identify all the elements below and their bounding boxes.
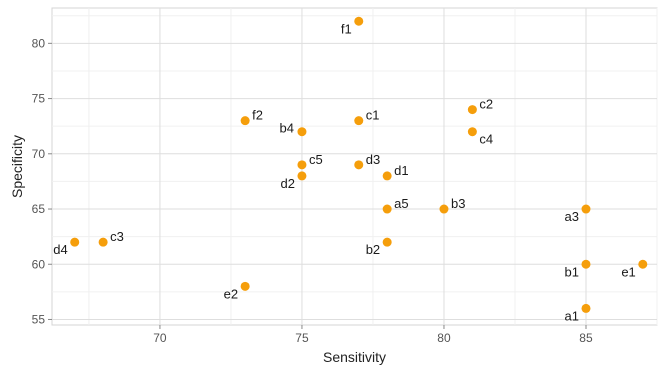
minor-grid bbox=[52, 8, 658, 325]
x-tick-label: 80 bbox=[437, 331, 451, 345]
major-grid bbox=[52, 8, 657, 325]
point-label-c2: c2 bbox=[479, 97, 493, 112]
data-point-f2 bbox=[240, 116, 250, 126]
point-label-b1: b1 bbox=[565, 264, 579, 279]
data-point-b2 bbox=[382, 237, 392, 247]
data-point-d3 bbox=[354, 160, 364, 170]
data-point-d1 bbox=[382, 171, 392, 181]
data-point-c5 bbox=[297, 160, 307, 170]
data-point-f1 bbox=[354, 16, 364, 26]
point-label-d2: d2 bbox=[280, 176, 294, 191]
y-tick-label: 55 bbox=[32, 312, 46, 326]
y-tick-label: 60 bbox=[32, 257, 46, 271]
point-label-c5: c5 bbox=[309, 152, 323, 167]
x-axis-title: Sensitivity bbox=[323, 349, 386, 365]
point-label-c3: c3 bbox=[110, 229, 124, 244]
point-labels: f1 c2 f2 c1 b4 c4 c5 d3 d2 d1 a5 b3 a3 c3 d4 b2 b1 e1 e2 a1 bbox=[53, 21, 636, 323]
x-tick-label: 70 bbox=[153, 331, 167, 345]
point-label-e2: e2 bbox=[224, 286, 238, 301]
point-label-b2: b2 bbox=[366, 242, 380, 257]
y-tick-label: 80 bbox=[32, 36, 46, 50]
x-axis-ticks: 70 75 80 85 bbox=[153, 325, 593, 345]
point-label-b4: b4 bbox=[279, 121, 293, 136]
x-tick-label: 85 bbox=[579, 331, 593, 345]
data-point-c1 bbox=[354, 116, 364, 126]
data-point-c2 bbox=[467, 105, 477, 115]
point-label-d3: d3 bbox=[366, 152, 380, 167]
y-tick-label: 75 bbox=[32, 92, 46, 106]
data-point-b4 bbox=[297, 127, 307, 137]
data-point-e2 bbox=[240, 281, 250, 291]
point-label-e1: e1 bbox=[621, 264, 635, 279]
data-point-a5 bbox=[382, 204, 392, 214]
point-label-a5: a5 bbox=[394, 196, 408, 211]
data-point-b3 bbox=[439, 204, 449, 214]
data-point-a3 bbox=[581, 204, 591, 214]
point-label-d1: d1 bbox=[394, 163, 408, 178]
data-point-e1 bbox=[638, 259, 648, 269]
point-label-b3: b3 bbox=[451, 196, 465, 211]
point-label-d4: d4 bbox=[53, 242, 67, 257]
data-point-d4 bbox=[70, 237, 80, 247]
y-tick-label: 65 bbox=[32, 202, 46, 216]
y-axis-ticks: 55 60 65 70 75 80 bbox=[32, 36, 52, 326]
data-point-b1 bbox=[581, 259, 591, 269]
point-label-f1: f1 bbox=[341, 21, 352, 36]
x-tick-label: 75 bbox=[295, 331, 309, 345]
data-points bbox=[70, 16, 648, 313]
point-label-f2: f2 bbox=[252, 108, 263, 123]
point-label-c4: c4 bbox=[479, 132, 493, 147]
point-label-c1: c1 bbox=[366, 108, 380, 123]
y-axis-title: Specificity bbox=[9, 135, 25, 198]
data-point-c4 bbox=[467, 127, 477, 137]
point-label-a1: a1 bbox=[565, 308, 579, 323]
data-point-c3 bbox=[98, 237, 108, 247]
point-label-a3: a3 bbox=[565, 209, 579, 224]
plot-panel bbox=[51, 7, 658, 326]
y-tick-label: 70 bbox=[32, 147, 46, 161]
data-point-a1 bbox=[581, 303, 591, 313]
data-point-d2 bbox=[297, 171, 307, 181]
